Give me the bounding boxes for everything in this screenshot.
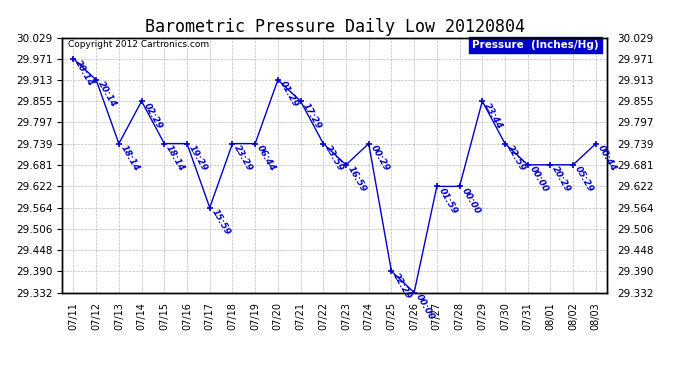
Text: 23:29: 23:29	[233, 144, 255, 173]
Text: 16:59: 16:59	[346, 165, 368, 194]
Text: Pressure  (Inches/Hg): Pressure (Inches/Hg)	[473, 40, 599, 50]
Text: 18:14: 18:14	[164, 144, 186, 173]
Text: Copyright 2012 Cartronics.com: Copyright 2012 Cartronics.com	[68, 40, 208, 49]
Text: 22:29: 22:29	[391, 271, 413, 301]
Title: Barometric Pressure Daily Low 20120804: Barometric Pressure Daily Low 20120804	[145, 18, 524, 36]
Text: 01:29: 01:29	[278, 80, 300, 109]
Text: 00:00: 00:00	[460, 186, 482, 216]
Text: 23:44: 23:44	[482, 101, 504, 130]
Text: 15:59: 15:59	[210, 208, 232, 237]
Text: 06:44: 06:44	[255, 144, 277, 173]
Text: 00:44: 00:44	[596, 144, 618, 173]
Text: 18:14: 18:14	[119, 144, 141, 173]
Text: 05:29: 05:29	[573, 165, 595, 194]
Text: 00:29: 00:29	[368, 144, 391, 173]
Text: 20:14: 20:14	[96, 80, 118, 109]
Text: 23:59: 23:59	[324, 144, 346, 173]
Text: 17:29: 17:29	[301, 101, 323, 130]
Text: 01:59: 01:59	[437, 186, 459, 216]
Text: 19:29: 19:29	[187, 144, 209, 173]
Text: 00:00: 00:00	[528, 165, 550, 194]
Text: 22:59: 22:59	[505, 144, 527, 173]
Text: 00:00: 00:00	[414, 292, 436, 322]
Text: 20:14: 20:14	[73, 59, 95, 88]
Text: 02:29: 02:29	[141, 101, 164, 130]
Text: 20:29: 20:29	[551, 165, 573, 194]
